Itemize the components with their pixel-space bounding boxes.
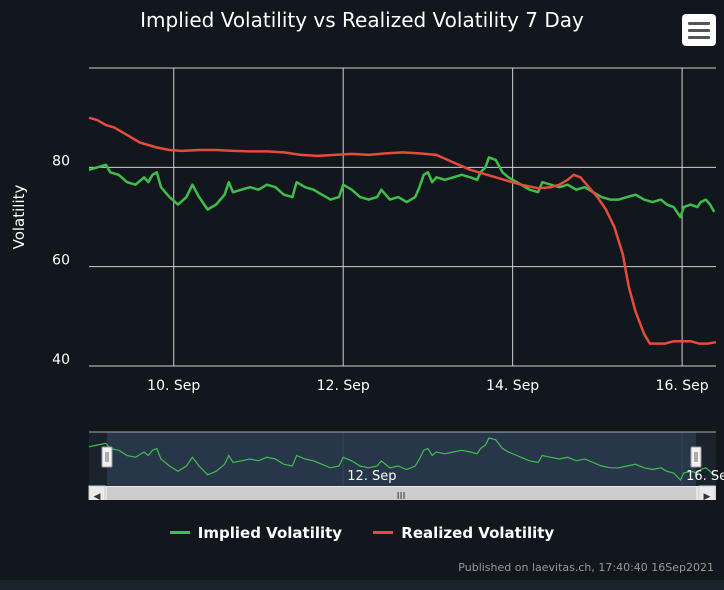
series-line-realized[interactable] [88,116,717,345]
navigator-x-labels: 12. Sep 16. Sep [347,469,724,484]
scrollbar-thumb[interactable] [107,487,696,500]
legend-label-implied: Implied Volatility [197,524,343,542]
series-lines[interactable] [88,116,717,345]
x-tick-label: 10. Sep [147,378,200,394]
menu-bar [688,22,710,25]
hamburger-menu-icon[interactable] [682,14,716,46]
scrollbar[interactable]: III ◀ ▶ [88,485,716,500]
navigator-series [88,437,715,482]
y-tick-label: 60 [52,253,70,269]
y-tick-label: 80 [52,153,70,169]
grid [89,67,716,367]
legend-item-implied[interactable]: Implied Volatility [169,524,343,542]
y-axis-ticks: 40 60 80 [52,153,70,368]
legend-swatch-realized [373,531,394,534]
legend-item-realized[interactable]: Realized Volatility [373,524,554,542]
scrollbar-left-arrow-icon: ◀ [94,492,101,500]
navigator-left-handle[interactable] [101,446,113,468]
main-plot[interactable]: 40 60 80 10. Sep 12. Sep 14. Sep 16. Sep Vola… [0,0,724,500]
navigator-x-label: 12. Sep [347,469,396,484]
navigator-selection-mask[interactable] [107,432,696,486]
chart-title: Implied Volatility vs Realized Volatilit… [140,8,584,32]
menu-bar [688,29,710,32]
navigator-right-handle[interactable] [690,446,702,468]
series-line-implied[interactable] [88,156,716,219]
scrollbar-left-button[interactable] [88,485,106,500]
y-tick-label: 40 [52,352,70,368]
x-tick-label: 12. Sep [317,378,370,394]
legend-label-realized: Realized Volatility [401,524,555,542]
footer-bar [0,580,724,590]
scrollbar-right-button[interactable] [698,485,716,500]
navigator[interactable]: 12. Sep 16. Sep [88,431,724,486]
x-tick-label: 14. Sep [486,378,539,394]
navigator-x-label: 16. Sep [686,469,724,484]
credit-text[interactable]: Published on laevitas.ch, 17:40:40 16Sep… [458,561,714,574]
x-axis-ticks: 10. Sep 12. Sep 14. Sep 16. Sep [147,378,709,394]
x-tick-label: 16. Sep [656,378,709,394]
scrollbar-right-arrow-icon: ▶ [704,492,711,500]
navigator-series-line [88,437,715,482]
scrollbar-grip: III [397,491,406,500]
y-axis-label: Volatility [10,184,28,249]
legend-swatch-implied [169,531,190,534]
menu-bar [688,36,710,39]
legend: Implied Volatility Realized Volatility [0,524,724,542]
